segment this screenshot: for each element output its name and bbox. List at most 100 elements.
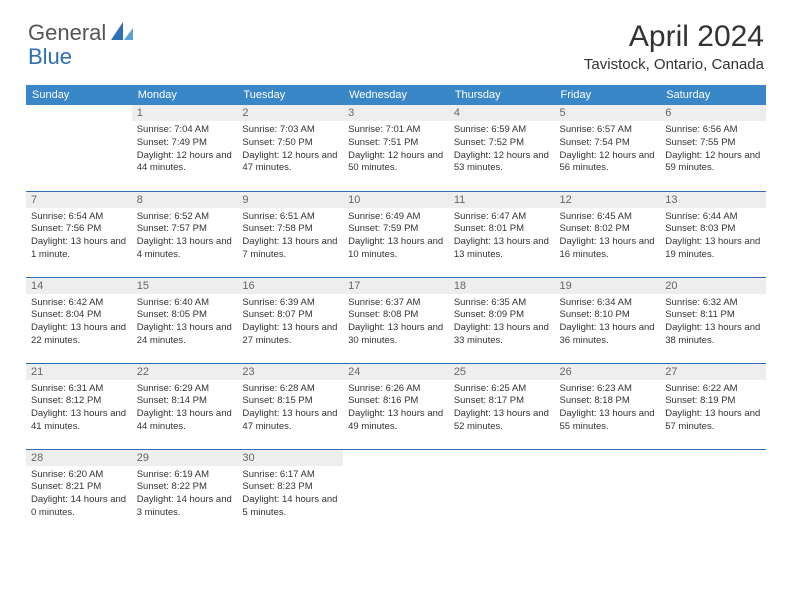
calendar-day-cell: 8Sunrise: 6:52 AMSunset: 7:57 PMDaylight…	[132, 191, 238, 277]
day-line: Sunrise: 6:56 AM	[665, 124, 761, 137]
day-line: Sunrise: 6:37 AM	[348, 297, 444, 310]
weekday-header-row: SundayMondayTuesdayWednesdayThursdayFrid…	[26, 85, 766, 105]
day-line: Sunset: 7:54 PM	[560, 137, 656, 150]
day-line: Sunset: 8:02 PM	[560, 223, 656, 236]
day-line: Sunrise: 6:59 AM	[454, 124, 550, 137]
day-line: Daylight: 12 hours and 44 minutes.	[137, 150, 233, 176]
calendar-day-cell: 2Sunrise: 7:03 AMSunset: 7:50 PMDaylight…	[237, 105, 343, 191]
calendar-day-cell: 3Sunrise: 7:01 AMSunset: 7:51 PMDaylight…	[343, 105, 449, 191]
day-line: Sunset: 8:21 PM	[31, 481, 127, 494]
day-line: Sunrise: 6:54 AM	[31, 211, 127, 224]
day-body: Sunrise: 7:01 AMSunset: 7:51 PMDaylight:…	[343, 121, 449, 179]
calendar-day-cell	[343, 449, 449, 535]
day-line: Daylight: 13 hours and 38 minutes.	[665, 322, 761, 348]
day-line: Daylight: 13 hours and 13 minutes.	[454, 236, 550, 262]
day-body: Sunrise: 6:26 AMSunset: 8:16 PMDaylight:…	[343, 380, 449, 438]
day-line: Daylight: 13 hours and 55 minutes.	[560, 408, 656, 434]
calendar-day-cell: 5Sunrise: 6:57 AMSunset: 7:54 PMDaylight…	[555, 105, 661, 191]
day-body: Sunrise: 6:32 AMSunset: 8:11 PMDaylight:…	[660, 294, 766, 352]
day-line: Sunset: 8:17 PM	[454, 395, 550, 408]
calendar-day-cell: 6Sunrise: 6:56 AMSunset: 7:55 PMDaylight…	[660, 105, 766, 191]
day-line: Sunrise: 6:31 AM	[31, 383, 127, 396]
day-line: Daylight: 13 hours and 4 minutes.	[137, 236, 233, 262]
day-line: Daylight: 13 hours and 41 minutes.	[31, 408, 127, 434]
day-number: 9	[237, 192, 343, 208]
calendar-day-cell: 23Sunrise: 6:28 AMSunset: 8:15 PMDayligh…	[237, 363, 343, 449]
day-line: Daylight: 13 hours and 7 minutes.	[242, 236, 338, 262]
day-body: Sunrise: 6:19 AMSunset: 8:22 PMDaylight:…	[132, 466, 238, 524]
day-line: Sunrise: 6:49 AM	[348, 211, 444, 224]
day-line: Sunset: 8:09 PM	[454, 309, 550, 322]
day-number: 22	[132, 364, 238, 380]
day-line: Daylight: 13 hours and 30 minutes.	[348, 322, 444, 348]
day-number: 26	[555, 364, 661, 380]
day-line: Daylight: 13 hours and 52 minutes.	[454, 408, 550, 434]
calendar-day-cell: 4Sunrise: 6:59 AMSunset: 7:52 PMDaylight…	[449, 105, 555, 191]
day-body: Sunrise: 6:39 AMSunset: 8:07 PMDaylight:…	[237, 294, 343, 352]
logo-text-1: General	[28, 20, 106, 46]
calendar-day-cell: 7Sunrise: 6:54 AMSunset: 7:56 PMDaylight…	[26, 191, 132, 277]
day-body: Sunrise: 6:49 AMSunset: 7:59 PMDaylight:…	[343, 208, 449, 266]
day-body: Sunrise: 6:22 AMSunset: 8:19 PMDaylight:…	[660, 380, 766, 438]
day-line: Sunset: 8:01 PM	[454, 223, 550, 236]
day-line: Sunset: 7:55 PM	[665, 137, 761, 150]
day-line: Sunset: 8:15 PM	[242, 395, 338, 408]
calendar-day-cell: 14Sunrise: 6:42 AMSunset: 8:04 PMDayligh…	[26, 277, 132, 363]
calendar-week-row: 1Sunrise: 7:04 AMSunset: 7:49 PMDaylight…	[26, 105, 766, 191]
calendar-day-cell: 17Sunrise: 6:37 AMSunset: 8:08 PMDayligh…	[343, 277, 449, 363]
day-line: Sunrise: 6:20 AM	[31, 469, 127, 482]
day-line: Sunrise: 6:44 AM	[665, 211, 761, 224]
day-line: Daylight: 13 hours and 44 minutes.	[137, 408, 233, 434]
day-line: Sunrise: 6:19 AM	[137, 469, 233, 482]
day-number: 10	[343, 192, 449, 208]
day-line: Sunrise: 6:28 AM	[242, 383, 338, 396]
calendar-week-row: 14Sunrise: 6:42 AMSunset: 8:04 PMDayligh…	[26, 277, 766, 363]
weekday-header: Monday	[132, 85, 238, 105]
day-line: Sunset: 7:50 PM	[242, 137, 338, 150]
day-line: Sunrise: 7:04 AM	[137, 124, 233, 137]
day-number: 27	[660, 364, 766, 380]
day-body: Sunrise: 6:54 AMSunset: 7:56 PMDaylight:…	[26, 208, 132, 266]
day-number: 11	[449, 192, 555, 208]
day-number: 20	[660, 278, 766, 294]
day-number: 23	[237, 364, 343, 380]
logo-sub: Blue	[28, 44, 72, 70]
weekday-header: Saturday	[660, 85, 766, 105]
calendar-week-row: 28Sunrise: 6:20 AMSunset: 8:21 PMDayligh…	[26, 449, 766, 535]
day-line: Daylight: 14 hours and 5 minutes.	[242, 494, 338, 520]
day-line: Sunset: 7:51 PM	[348, 137, 444, 150]
day-line: Sunset: 7:58 PM	[242, 223, 338, 236]
day-line: Sunrise: 6:32 AM	[665, 297, 761, 310]
day-body: Sunrise: 6:56 AMSunset: 7:55 PMDaylight:…	[660, 121, 766, 179]
day-body: Sunrise: 6:47 AMSunset: 8:01 PMDaylight:…	[449, 208, 555, 266]
day-line: Sunrise: 6:34 AM	[560, 297, 656, 310]
day-number: 25	[449, 364, 555, 380]
calendar-day-cell: 21Sunrise: 6:31 AMSunset: 8:12 PMDayligh…	[26, 363, 132, 449]
month-title: April 2024	[584, 20, 764, 54]
day-line: Daylight: 13 hours and 47 minutes.	[242, 408, 338, 434]
calendar-day-cell: 19Sunrise: 6:34 AMSunset: 8:10 PMDayligh…	[555, 277, 661, 363]
day-body: Sunrise: 6:57 AMSunset: 7:54 PMDaylight:…	[555, 121, 661, 179]
calendar-day-cell: 27Sunrise: 6:22 AMSunset: 8:19 PMDayligh…	[660, 363, 766, 449]
day-line: Sunset: 8:22 PM	[137, 481, 233, 494]
day-line: Daylight: 13 hours and 10 minutes.	[348, 236, 444, 262]
day-number: 8	[132, 192, 238, 208]
day-line: Sunset: 8:23 PM	[242, 481, 338, 494]
day-number: 14	[26, 278, 132, 294]
day-body: Sunrise: 6:20 AMSunset: 8:21 PMDaylight:…	[26, 466, 132, 524]
day-number: 6	[660, 105, 766, 121]
day-number: 13	[660, 192, 766, 208]
day-line: Sunset: 8:16 PM	[348, 395, 444, 408]
day-number: 18	[449, 278, 555, 294]
calendar-day-cell	[555, 449, 661, 535]
day-line: Sunset: 8:18 PM	[560, 395, 656, 408]
day-line: Sunrise: 6:57 AM	[560, 124, 656, 137]
day-line: Sunset: 7:52 PM	[454, 137, 550, 150]
day-line: Daylight: 12 hours and 56 minutes.	[560, 150, 656, 176]
day-body: Sunrise: 6:28 AMSunset: 8:15 PMDaylight:…	[237, 380, 343, 438]
day-number: 17	[343, 278, 449, 294]
day-line: Daylight: 13 hours and 19 minutes.	[665, 236, 761, 262]
day-line: Sunrise: 6:42 AM	[31, 297, 127, 310]
day-line: Sunrise: 6:51 AM	[242, 211, 338, 224]
day-line: Sunrise: 7:03 AM	[242, 124, 338, 137]
